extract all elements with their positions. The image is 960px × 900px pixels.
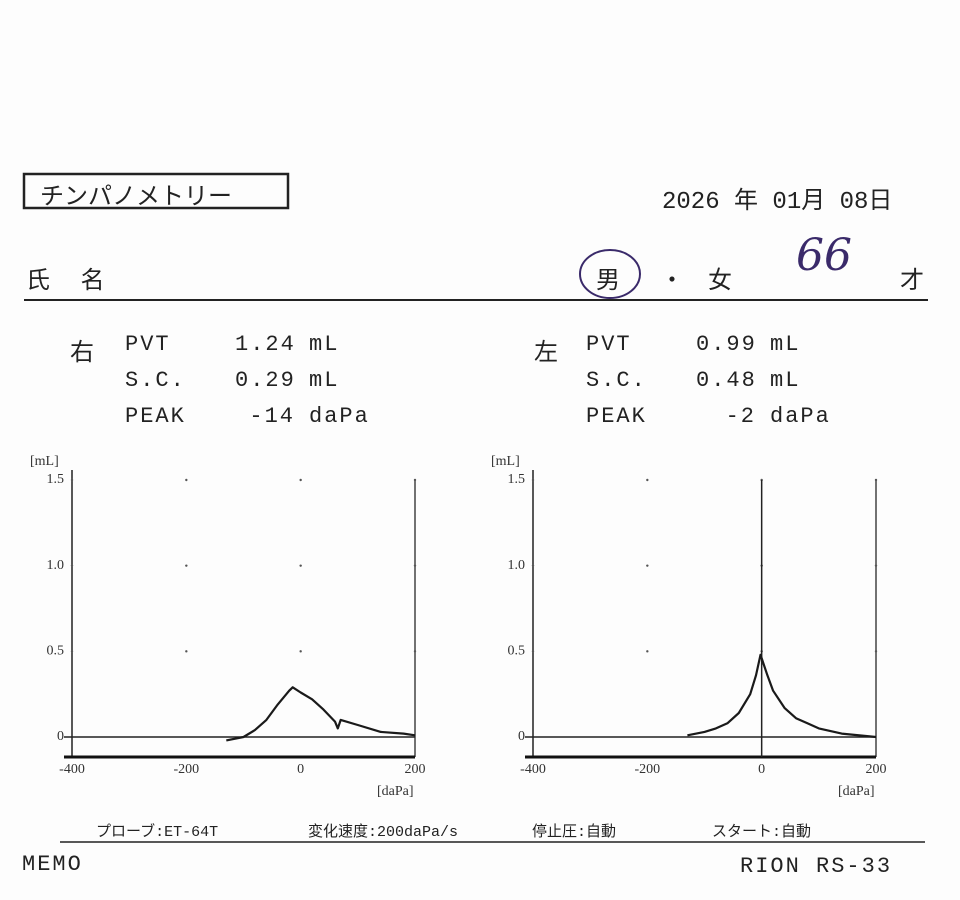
- x-tick-label: 200: [405, 762, 426, 777]
- setting: プローブ:ET-64T: [96, 824, 219, 841]
- grid-dot: [531, 478, 535, 482]
- measure-unit: mL: [309, 332, 340, 357]
- measure-unit: daPa: [770, 404, 831, 429]
- y-tick-label: 1.0: [47, 558, 65, 573]
- grid-dot: [874, 478, 878, 482]
- grid-dot: [413, 564, 417, 567]
- date: 2026 年 01月 08日: [662, 189, 893, 216]
- measure-value: -14: [249, 404, 295, 429]
- ear-side: 左: [534, 338, 558, 366]
- age: 66: [796, 230, 852, 281]
- x-tick-label: 200: [866, 762, 887, 777]
- grid-dot: [70, 650, 74, 653]
- name-label: 氏 名: [26, 266, 113, 294]
- memo: MEMO: [22, 852, 83, 877]
- separator: ・: [660, 266, 684, 294]
- y-tick-label: 1.5: [47, 472, 65, 487]
- x-axis-label: [daPa]: [377, 784, 414, 799]
- grid-dot: [646, 650, 649, 653]
- grid-dot: [413, 650, 417, 653]
- grid-dot: [413, 478, 417, 482]
- y-tick-label: 0: [518, 729, 525, 744]
- y-tick-label: 1.0: [508, 558, 526, 573]
- x-tick-label: 0: [758, 762, 765, 777]
- grid-dot: [299, 564, 302, 567]
- grid-dot: [646, 478, 649, 482]
- tympanogram: [226, 686, 416, 742]
- grid-dot: [70, 564, 74, 567]
- grid-dot: [185, 564, 188, 567]
- grid-dot: [299, 650, 302, 653]
- measure-label: PEAK: [125, 404, 186, 429]
- age-unit: 才: [900, 266, 924, 294]
- x-tick-label: -400: [59, 762, 85, 777]
- measure-label: PVT: [586, 332, 632, 357]
- male-circle: [579, 249, 641, 299]
- y-tick-label: 0.5: [47, 644, 65, 659]
- x-tick-label: -400: [520, 762, 546, 777]
- measure-label: PEAK: [586, 404, 647, 429]
- x-tick-label: 0: [297, 762, 304, 777]
- grid-dot: [874, 564, 878, 567]
- setting: 停止圧:自動: [532, 824, 617, 841]
- measure-value: 0.29: [235, 368, 296, 393]
- title-box: [22, 172, 290, 210]
- measure-value: -2: [725, 404, 756, 429]
- measure-unit: daPa: [309, 404, 370, 429]
- ear-side: 右: [70, 338, 94, 366]
- measure-value: 0.48: [696, 368, 757, 393]
- y-tick-label: 1.5: [508, 472, 526, 487]
- measure-label: PVT: [125, 332, 171, 357]
- y-tick-label: 0: [57, 729, 64, 744]
- male: 男: [596, 266, 620, 294]
- x-tick-label: -200: [634, 762, 660, 777]
- measure-label: S.C.: [586, 368, 647, 393]
- grid-dot: [531, 650, 535, 653]
- x-axis-label: [daPa]: [838, 784, 875, 799]
- setting: 変化速度:200daPa/s: [308, 824, 459, 841]
- grid-dot: [70, 478, 74, 482]
- measure-unit: mL: [770, 332, 801, 357]
- y-tick-label: 0.5: [508, 644, 526, 659]
- grid-dot: [646, 564, 649, 567]
- measure-unit: mL: [770, 368, 801, 393]
- female: 女: [708, 266, 732, 294]
- grid-dot: [299, 478, 302, 482]
- measure-value: 1.24: [235, 332, 296, 357]
- x-tick-label: -200: [173, 762, 199, 777]
- title: チンパノメトリー: [40, 182, 232, 210]
- grid-dot: [185, 650, 188, 653]
- y-axis-label: [mL]: [30, 454, 59, 469]
- measure-value: 0.99: [696, 332, 757, 357]
- grid-dot: [185, 478, 188, 482]
- measure-label: S.C.: [125, 368, 186, 393]
- grid-dot: [531, 564, 535, 567]
- setting: スタート:自動: [712, 824, 812, 841]
- y-axis-label: [mL]: [491, 454, 520, 469]
- model: RION RS-33: [740, 854, 893, 879]
- measure-unit: mL: [309, 368, 340, 393]
- grid-dot: [874, 650, 878, 653]
- tympanogram: [687, 653, 877, 739]
